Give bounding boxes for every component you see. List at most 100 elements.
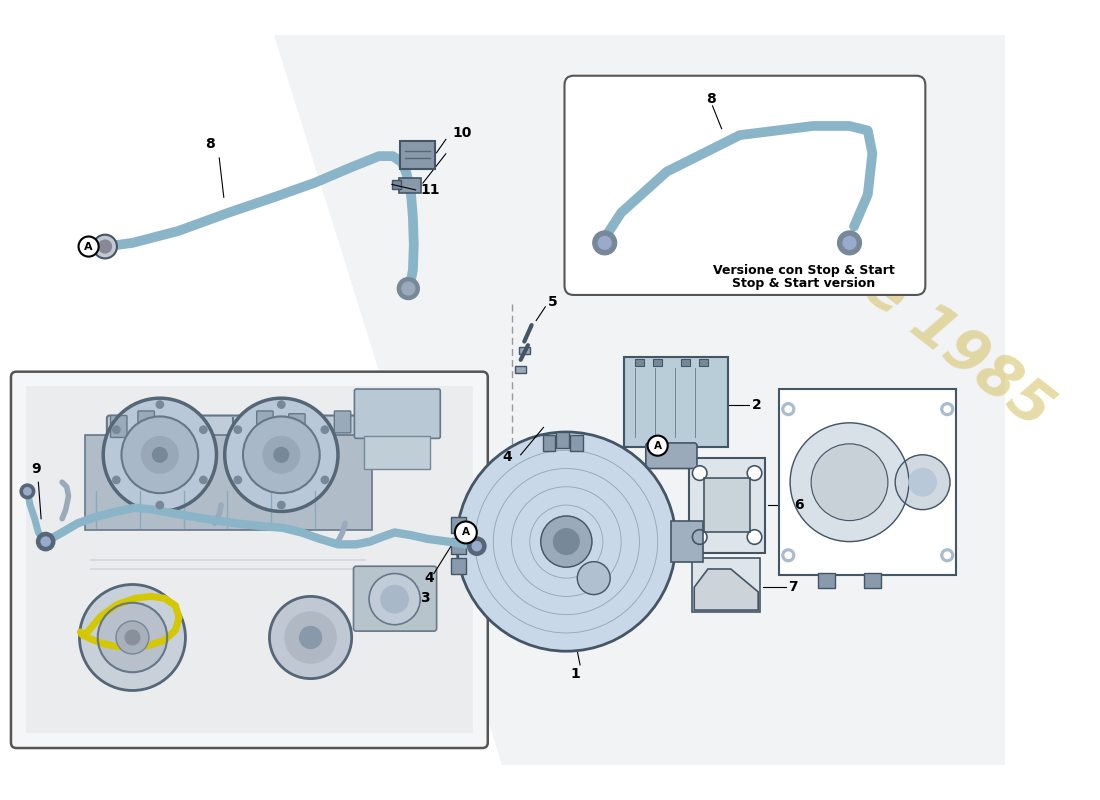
Circle shape (142, 437, 178, 473)
Circle shape (112, 426, 120, 434)
FancyBboxPatch shape (692, 558, 760, 612)
Circle shape (747, 466, 762, 480)
Circle shape (782, 402, 794, 415)
FancyBboxPatch shape (671, 522, 703, 562)
Circle shape (692, 530, 707, 544)
Polygon shape (274, 34, 1004, 766)
Circle shape (472, 542, 482, 550)
FancyBboxPatch shape (334, 411, 351, 433)
Circle shape (397, 278, 419, 299)
Circle shape (234, 426, 242, 434)
Circle shape (456, 432, 676, 651)
Circle shape (224, 398, 338, 511)
Circle shape (843, 237, 856, 250)
FancyBboxPatch shape (624, 357, 728, 447)
Circle shape (598, 237, 612, 250)
FancyBboxPatch shape (288, 414, 305, 436)
Circle shape (200, 426, 207, 434)
Circle shape (785, 406, 792, 412)
FancyBboxPatch shape (818, 573, 835, 588)
Circle shape (895, 455, 950, 510)
Text: A: A (653, 441, 662, 450)
Circle shape (837, 231, 861, 254)
FancyBboxPatch shape (138, 411, 154, 433)
FancyBboxPatch shape (698, 359, 708, 366)
Circle shape (153, 447, 167, 462)
Text: 4: 4 (425, 571, 435, 585)
Circle shape (79, 585, 186, 690)
Polygon shape (694, 569, 758, 610)
Text: 5: 5 (548, 295, 558, 310)
FancyBboxPatch shape (564, 76, 925, 295)
Circle shape (277, 401, 285, 408)
Circle shape (263, 437, 299, 473)
Circle shape (944, 406, 950, 412)
FancyBboxPatch shape (570, 434, 583, 451)
Circle shape (234, 476, 242, 483)
FancyBboxPatch shape (399, 178, 421, 193)
FancyBboxPatch shape (107, 415, 359, 485)
FancyBboxPatch shape (364, 436, 430, 470)
Circle shape (944, 552, 950, 558)
FancyBboxPatch shape (362, 414, 378, 436)
FancyBboxPatch shape (451, 517, 466, 534)
Circle shape (103, 398, 217, 511)
FancyBboxPatch shape (557, 432, 569, 449)
FancyBboxPatch shape (653, 359, 662, 366)
Circle shape (553, 529, 579, 554)
Circle shape (20, 484, 35, 498)
Circle shape (811, 444, 888, 521)
FancyBboxPatch shape (451, 558, 466, 574)
Circle shape (274, 447, 288, 462)
Circle shape (790, 423, 909, 542)
FancyBboxPatch shape (704, 478, 750, 533)
Circle shape (782, 549, 794, 562)
Circle shape (125, 630, 140, 645)
Text: 11: 11 (420, 183, 440, 197)
Circle shape (112, 476, 120, 483)
FancyBboxPatch shape (865, 573, 881, 588)
Text: 4: 4 (502, 450, 512, 464)
Text: 6: 6 (794, 498, 803, 512)
FancyBboxPatch shape (779, 389, 956, 575)
Circle shape (200, 476, 207, 483)
Circle shape (909, 469, 936, 496)
Circle shape (455, 522, 476, 543)
Circle shape (321, 426, 329, 434)
Circle shape (692, 466, 707, 480)
Circle shape (541, 516, 592, 567)
Text: 10: 10 (452, 126, 472, 140)
FancyBboxPatch shape (542, 434, 556, 451)
Circle shape (285, 612, 337, 663)
Circle shape (785, 552, 792, 558)
Text: 2: 2 (751, 398, 761, 411)
Text: 7: 7 (789, 580, 797, 594)
Text: 8: 8 (206, 138, 214, 151)
Circle shape (940, 402, 954, 415)
Circle shape (578, 562, 610, 594)
FancyBboxPatch shape (451, 538, 466, 554)
Circle shape (468, 537, 486, 555)
Circle shape (36, 533, 55, 550)
Circle shape (41, 537, 51, 546)
Text: 3: 3 (420, 591, 430, 606)
Circle shape (99, 240, 111, 253)
Circle shape (368, 574, 420, 625)
FancyBboxPatch shape (635, 359, 643, 366)
FancyBboxPatch shape (515, 366, 526, 373)
Circle shape (402, 282, 415, 295)
Text: since 1985: since 1985 (749, 177, 1063, 439)
FancyBboxPatch shape (256, 411, 273, 433)
Text: A: A (462, 527, 470, 538)
FancyBboxPatch shape (681, 359, 690, 366)
FancyBboxPatch shape (400, 142, 434, 169)
Circle shape (270, 596, 352, 678)
Circle shape (243, 417, 320, 493)
Circle shape (747, 530, 762, 544)
FancyBboxPatch shape (354, 389, 440, 438)
FancyBboxPatch shape (110, 415, 126, 438)
FancyBboxPatch shape (392, 180, 402, 189)
Circle shape (381, 586, 408, 613)
Circle shape (277, 502, 285, 509)
Circle shape (94, 234, 117, 258)
